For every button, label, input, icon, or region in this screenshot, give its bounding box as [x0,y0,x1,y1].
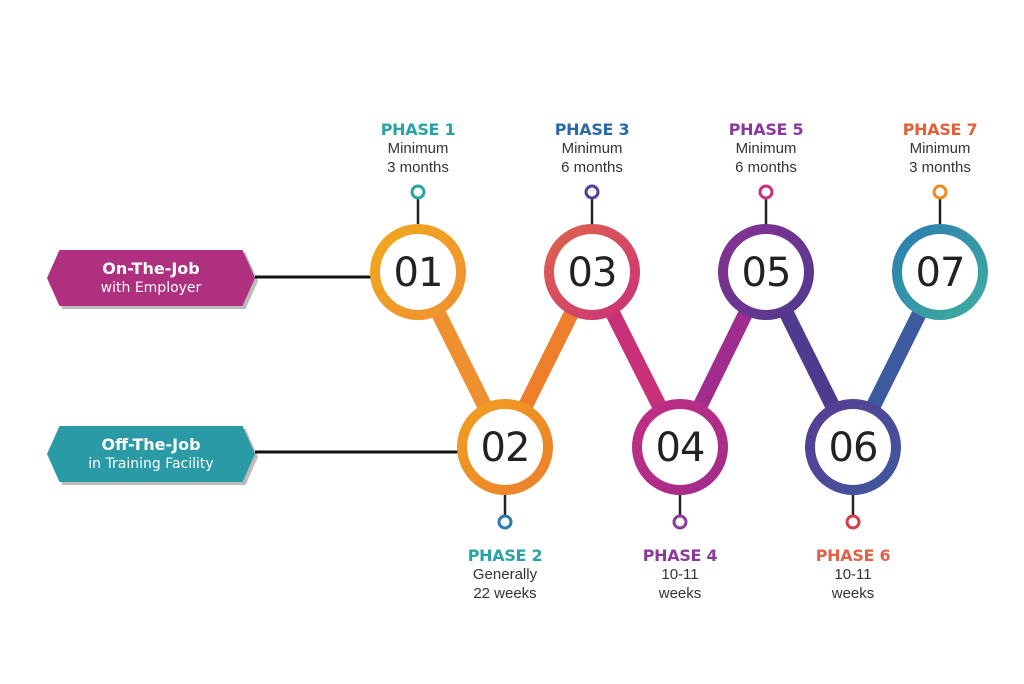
phase-duration-line2: weeks [658,585,702,602]
pin-dot-icon [672,514,688,530]
phase-duration-line2: 6 months [561,159,623,176]
pin-dot-icon [497,514,513,530]
phase-circle [815,409,891,485]
phase-duration-line1: Minimum [735,140,797,157]
phase-label-2: PHASE 2 Generally 22 weeks [435,546,575,603]
on-the-job-label: On-The-Job with Employer [47,250,255,306]
phase-label-7: PHASE 7 Minimum 3 months [870,120,1010,177]
pin-dot-icon [845,514,861,530]
phase-label-6: PHASE 6 10-11 weeks [783,546,923,603]
phase-circle [902,234,978,310]
off-the-job-title: Off-The-Job [101,435,201,454]
phase-title: PHASE 2 [467,546,543,565]
phase-duration-line2: 3 months [909,159,971,176]
phase-label-4: PHASE 4 10-11 weeks [610,546,750,603]
phase-duration-line2: 6 months [735,159,797,176]
phase-number: 05 [742,250,791,296]
phase-duration-line1: Generally [472,566,538,583]
phase-number: 07 [916,250,965,296]
phase-duration-line2: 22 weeks [473,585,537,602]
on-the-job-title: On-The-Job [102,259,200,278]
phase-title: PHASE 4 [642,546,718,565]
phase-title: PHASE 7 [902,120,978,139]
phase-duration-line2: 3 months [387,159,449,176]
phase-title: PHASE 3 [554,120,630,139]
phase-circle [728,234,804,310]
phase-duration-line1: 10-11 [834,566,872,583]
phase-duration-line1: 10-11 [661,566,699,583]
phase-duration-line2: weeks [831,585,875,602]
phase-circle [380,234,456,310]
phase-duration-line1: Minimum [561,140,623,157]
pin-dot-icon [758,184,774,200]
phase-number: 01 [394,250,443,296]
phase-number: 04 [656,425,705,471]
phase-duration-line1: Minimum [387,140,449,157]
off-the-job-label: Off-The-Job in Training Facility [47,426,255,482]
phase-label-5: PHASE 5 Minimum 6 months [696,120,836,177]
pin-dot-icon [584,184,600,200]
pin-dot-icon [410,184,426,200]
phase-circle [467,409,543,485]
on-the-job-subtitle: with Employer [100,280,202,296]
phase-number: 06 [829,425,878,471]
phase-title: PHASE 6 [815,546,891,565]
phase-number: 03 [568,250,617,296]
phase-label-3: PHASE 3 Minimum 6 months [522,120,662,177]
phase-circle [642,409,718,485]
off-the-job-subtitle: in Training Facility [88,456,214,472]
phase-circle [554,234,630,310]
phase-number: 02 [481,425,530,471]
phase-title: PHASE 1 [380,120,456,139]
phase-title: PHASE 5 [728,120,804,139]
phase-label-1: PHASE 1 Minimum 3 months [348,120,488,177]
phase-duration-line1: Minimum [909,140,971,157]
pin-dot-icon [932,184,948,200]
